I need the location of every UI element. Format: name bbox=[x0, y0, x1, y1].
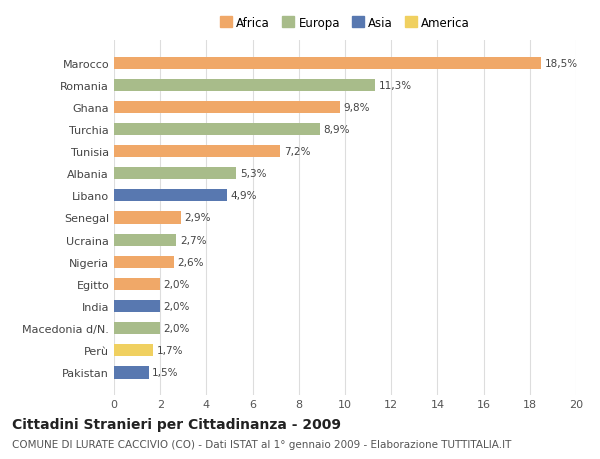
Bar bbox=[114, 256, 174, 268]
Text: 4,9%: 4,9% bbox=[230, 191, 257, 201]
Text: 9,8%: 9,8% bbox=[344, 103, 370, 112]
Text: 18,5%: 18,5% bbox=[545, 58, 578, 68]
Bar bbox=[114, 300, 160, 313]
Bar bbox=[114, 367, 149, 379]
Text: 7,2%: 7,2% bbox=[284, 147, 310, 157]
Text: Cittadini Stranieri per Cittadinanza - 2009: Cittadini Stranieri per Cittadinanza - 2… bbox=[12, 417, 341, 431]
Text: 11,3%: 11,3% bbox=[379, 80, 412, 90]
Bar bbox=[114, 344, 153, 357]
Legend: Africa, Europa, Asia, America: Africa, Europa, Asia, America bbox=[215, 12, 475, 34]
Bar bbox=[114, 123, 320, 136]
Text: 1,7%: 1,7% bbox=[157, 346, 183, 356]
Bar bbox=[114, 79, 375, 92]
Text: 2,6%: 2,6% bbox=[178, 257, 204, 267]
Bar bbox=[114, 212, 181, 224]
Bar bbox=[114, 190, 227, 202]
Text: COMUNE DI LURATE CACCIVIO (CO) - Dati ISTAT al 1° gennaio 2009 - Elaborazione TU: COMUNE DI LURATE CACCIVIO (CO) - Dati IS… bbox=[12, 440, 511, 449]
Bar bbox=[114, 57, 541, 69]
Bar bbox=[114, 146, 280, 158]
Text: 2,9%: 2,9% bbox=[184, 213, 211, 223]
Bar bbox=[114, 101, 340, 114]
Text: 2,0%: 2,0% bbox=[164, 302, 190, 311]
Bar bbox=[114, 278, 160, 291]
Text: 2,0%: 2,0% bbox=[164, 279, 190, 289]
Bar bbox=[114, 234, 176, 246]
Text: 2,0%: 2,0% bbox=[164, 324, 190, 333]
Text: 1,5%: 1,5% bbox=[152, 368, 179, 378]
Bar bbox=[114, 168, 236, 180]
Text: 5,3%: 5,3% bbox=[240, 169, 266, 179]
Bar bbox=[114, 322, 160, 335]
Text: 2,7%: 2,7% bbox=[180, 235, 206, 245]
Text: 8,9%: 8,9% bbox=[323, 125, 350, 134]
